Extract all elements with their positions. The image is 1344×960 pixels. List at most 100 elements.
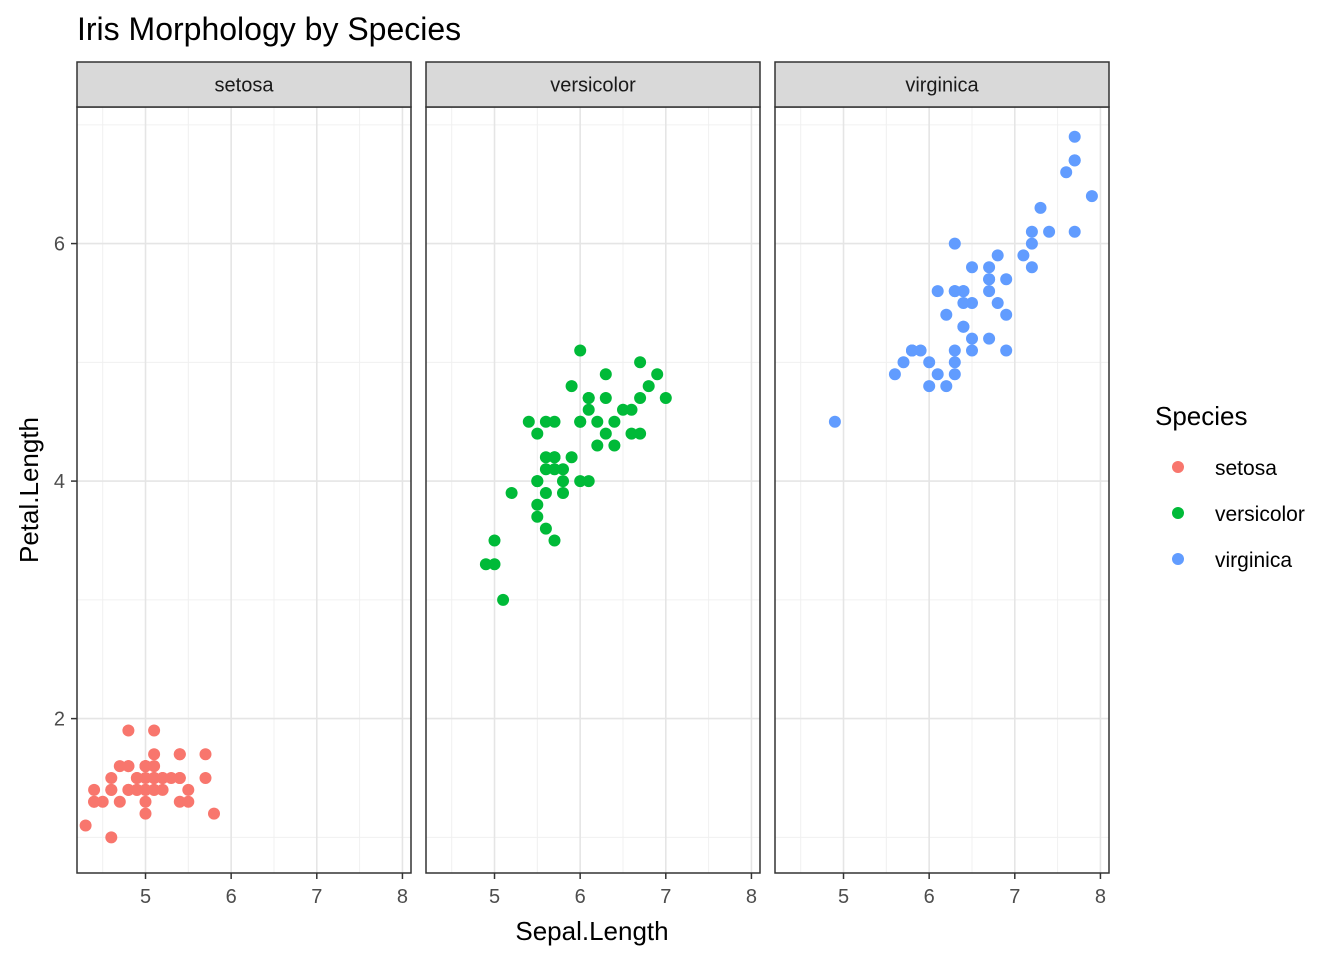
legend-label-virginica: virginica <box>1215 549 1292 572</box>
facet-panel-virginica: virginica 5 6 7 8 <box>774 61 1110 908</box>
data-point <box>173 795 186 808</box>
data-point <box>906 344 918 357</box>
data-point <box>539 487 552 499</box>
x-tick-label: 6 <box>924 886 935 908</box>
data-point <box>113 760 126 773</box>
panel-background <box>426 107 760 873</box>
data-point <box>173 748 186 761</box>
data-point <box>1025 237 1038 250</box>
data-point <box>1043 225 1056 238</box>
data-point <box>113 795 126 808</box>
data-point <box>923 356 936 369</box>
data-point <box>991 249 1004 262</box>
x-tick-label: 7 <box>311 886 322 908</box>
x-tick-label: 5 <box>489 886 500 908</box>
data-point <box>173 772 186 784</box>
legend: Species setosa versicolor virginica <box>1155 401 1305 572</box>
x-axis-title: Sepal.Length <box>515 916 668 946</box>
data-point <box>539 415 552 428</box>
data-point <box>599 368 612 381</box>
facet-panel-versicolor: versicolor 5 6 7 8 <box>425 61 761 908</box>
x-tick-label: 8 <box>397 886 408 908</box>
data-point <box>199 772 212 784</box>
data-point <box>165 772 178 784</box>
data-point <box>156 783 169 796</box>
data-point <box>139 795 152 808</box>
data-point <box>488 534 501 547</box>
data-point <box>948 237 961 250</box>
panel-background <box>77 107 411 873</box>
data-point <box>659 392 672 404</box>
x-tick-label: 8 <box>746 886 757 908</box>
data-point <box>957 320 970 333</box>
data-point <box>634 427 647 440</box>
data-point <box>557 475 569 488</box>
data-point <box>96 795 109 808</box>
facet-strip <box>76 61 412 108</box>
data-point <box>1060 166 1073 179</box>
data-point <box>914 344 927 357</box>
data-point <box>1017 249 1030 262</box>
data-point <box>634 356 647 369</box>
x-tick-label: 6 <box>226 886 237 908</box>
data-point <box>957 285 970 298</box>
data-point <box>479 558 492 571</box>
data-point <box>539 463 552 476</box>
data-point <box>1068 154 1081 167</box>
chart-title: Iris Morphology by Species <box>77 11 461 47</box>
data-point <box>828 415 841 428</box>
data-point <box>505 487 518 499</box>
data-point <box>651 368 664 381</box>
data-point <box>522 415 535 428</box>
legend-title: Species <box>1155 401 1248 431</box>
data-point <box>888 368 901 381</box>
data-point <box>557 463 569 476</box>
facet-strip-label: virginica <box>905 75 979 97</box>
data-point <box>599 392 612 404</box>
data-point <box>1025 225 1038 238</box>
data-point <box>122 760 135 773</box>
data-point <box>574 475 587 488</box>
data-point <box>148 724 161 737</box>
data-point <box>574 344 587 357</box>
data-point <box>966 344 978 357</box>
data-point <box>497 593 510 606</box>
data-point <box>130 772 143 784</box>
data-point <box>557 487 569 499</box>
data-point <box>957 297 970 309</box>
data-point <box>948 344 961 357</box>
y-tick-label: 4 <box>54 471 65 493</box>
data-point <box>1085 190 1098 203</box>
data-point <box>130 783 143 796</box>
data-point <box>931 368 944 381</box>
data-point <box>139 760 152 773</box>
data-point <box>591 415 604 428</box>
data-point <box>122 783 135 796</box>
data-point <box>105 783 118 796</box>
data-point <box>983 261 996 274</box>
data-point <box>608 439 621 452</box>
data-point <box>539 451 552 464</box>
data-point <box>1068 130 1081 143</box>
facet-panels: setosa 5 6 7 8 versicolor 5 6 7 8 virginica 5 6 7 8 <box>76 61 1110 908</box>
data-point <box>582 392 595 404</box>
x-tick-label: 5 <box>838 886 849 908</box>
data-point <box>991 297 1004 309</box>
data-point <box>88 783 101 796</box>
data-point <box>488 558 501 571</box>
data-point <box>966 332 978 345</box>
data-point <box>582 403 595 416</box>
data-point <box>548 463 561 476</box>
data-point <box>625 403 638 416</box>
data-point <box>565 380 578 393</box>
legend-key-setosa <box>1172 461 1184 473</box>
data-point <box>1000 344 1013 357</box>
facet-strip <box>425 61 761 108</box>
data-point <box>1000 308 1013 321</box>
data-point <box>574 415 587 428</box>
data-point <box>940 380 953 393</box>
data-point <box>983 273 996 286</box>
data-point <box>148 760 161 773</box>
legend-key-versicolor <box>1172 507 1184 519</box>
